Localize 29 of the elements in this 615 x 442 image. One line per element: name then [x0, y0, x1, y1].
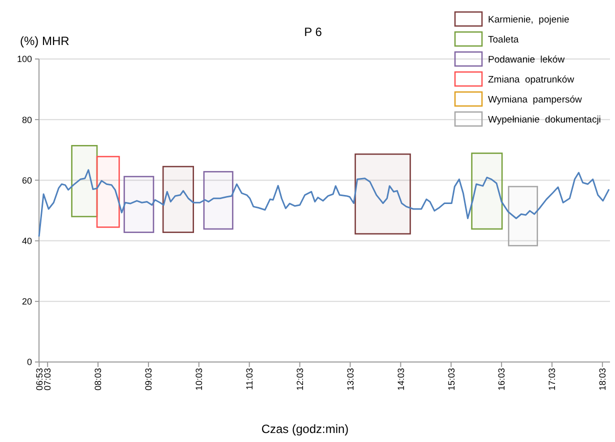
legend-label: Podawanie leków: [488, 54, 565, 66]
x-tick-label: 17:03: [547, 368, 558, 391]
y-tick-label: 80: [22, 114, 32, 125]
legend-label: Toaleta: [488, 34, 520, 46]
y-tick-label: 20: [22, 296, 32, 307]
x-tick-label: 15:03: [446, 368, 456, 391]
x-tick-label: 07:03: [42, 368, 53, 391]
legend-label: Wypełnianie dokumentacji: [488, 114, 601, 126]
y-tick-label: 0: [26, 357, 32, 368]
x-tick-label: 12:03: [294, 368, 305, 391]
x-tick-label: 13:03: [345, 368, 356, 391]
y-axis-title: (%) MHR: [20, 34, 70, 48]
x-axis-title: Czas (godz:min): [261, 422, 349, 436]
x-tick-label: 18:03: [598, 368, 608, 391]
y-tick-label: 60: [22, 175, 32, 186]
line-series: [38, 169, 610, 238]
legend-label: Karmienie, pojenie: [488, 14, 570, 26]
x-tick-label: 16:03: [496, 368, 507, 391]
legend-label: Zmiana opatrunków: [488, 74, 574, 86]
x-tick-label: 06:53: [34, 368, 44, 391]
x-tick-label: 11:03: [244, 368, 254, 390]
x-tick-label: 08:03: [93, 368, 104, 391]
legend-label: Wymiana pampersów: [488, 94, 582, 106]
y-tick-label: 100: [16, 54, 32, 64]
x-tick-label: 14:03: [396, 368, 406, 391]
chart-title: P 6: [304, 25, 322, 39]
x-tick-label: 09:03: [144, 368, 154, 391]
x-tick-label: 10:03: [194, 368, 204, 391]
y-tick-label: 40: [22, 236, 32, 246]
